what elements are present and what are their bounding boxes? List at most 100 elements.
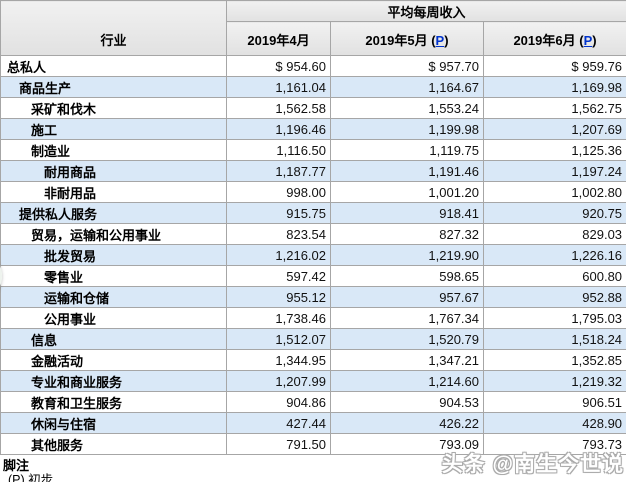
cell-value: 957.67 [330, 286, 484, 308]
table-row: 休闲与住宿 427.44 426.22 428.90 [0, 412, 626, 434]
cell-value: 1,197.24 [482, 160, 626, 182]
cell-value: 597.42 [226, 265, 331, 287]
cell-value: 428.90 [482, 412, 626, 434]
table-row: 贸易，运输和公用事业 823.54 827.32 829.03 [0, 223, 626, 245]
row-label: 信息 [0, 328, 227, 350]
footnote-title: 脚注 [3, 458, 30, 473]
row-label: 休闲与住宿 [0, 412, 227, 434]
cell-value: 1,187.77 [226, 160, 331, 182]
cell-value: 793.73 [482, 433, 626, 455]
table-row: 零售业 597.42 598.65 600.80 [0, 265, 626, 287]
table-row: 制造业 1,116.50 1,119.75 1,125.36 [0, 139, 626, 161]
table-row: 其他服务 791.50 793.09 793.73 [0, 433, 626, 455]
table-row: 运输和仓储 955.12 957.67 952.88 [0, 286, 626, 308]
row-label: 制造业 [0, 139, 227, 161]
table-row: 耐用商品 1,187.77 1,191.46 1,197.24 [0, 160, 626, 182]
cell-value: 427.44 [226, 412, 331, 434]
preliminary-flag-link[interactable]: P [583, 33, 593, 48]
cell-value: 1,518.24 [482, 328, 626, 350]
cell-value: 1,738.46 [226, 307, 331, 329]
row-label: 批发贸易 [0, 244, 227, 266]
table-row: 施工 1,196.46 1,199.98 1,207.69 [0, 118, 626, 140]
industry-column-header: 行业 [0, 0, 227, 56]
month-label: 2019年6月 [513, 33, 576, 48]
cell-value: $ 954.60 [226, 55, 331, 77]
row-label: 公用事业 [0, 307, 227, 329]
table-row: 教育和卫生服务 904.86 904.53 906.51 [0, 391, 626, 413]
row-label: 专业和商业服务 [0, 370, 227, 392]
cell-value: 1,199.98 [330, 118, 484, 140]
row-label: 其他服务 [0, 433, 227, 455]
cell-value: 1,196.46 [226, 118, 331, 140]
preliminary-flag-link[interactable]: P [435, 33, 445, 48]
table-title-label: 平均每周收入 [387, 4, 466, 20]
paren-open: ( [431, 33, 436, 48]
paren-close: ) [444, 33, 449, 48]
cell-value: 904.53 [330, 391, 484, 413]
row-label: 金融活动 [0, 349, 227, 371]
table-row: 金融活动 1,344.95 1,347.21 1,352.85 [0, 349, 626, 371]
cell-value: $ 957.70 [330, 55, 484, 77]
cell-value: 1,219.32 [482, 370, 626, 392]
cell-value: 915.75 [226, 202, 331, 224]
table-row: 非耐用品 998.00 1,001.20 1,002.80 [0, 181, 626, 203]
row-label: 教育和卫生服务 [0, 391, 227, 413]
table-row: 专业和商业服务 1,207.99 1,214.60 1,219.32 [0, 370, 626, 392]
table-row: 总私人 $ 954.60 $ 957.70 $ 959.76 [0, 55, 626, 77]
row-label: 零售业 [0, 265, 227, 287]
cell-value: 1,161.04 [226, 76, 331, 98]
paren-open: ( [579, 33, 584, 48]
column-header-month-1: 2019年4月 [226, 21, 331, 56]
cell-value: 1,347.21 [330, 349, 484, 371]
month-label: 2019年5月 [365, 33, 428, 48]
cell-value: 1,352.85 [482, 349, 626, 371]
row-label: 商品生产 [0, 76, 227, 98]
table-row: 公用事业 1,738.46 1,767.34 1,795.03 [0, 307, 626, 329]
cell-value: 904.86 [226, 391, 331, 413]
cell-value: 998.00 [226, 181, 331, 203]
cell-value: 1,512.07 [226, 328, 331, 350]
table-row: 商品生产 1,161.04 1,164.67 1,169.98 [0, 76, 626, 98]
row-label: 运输和仓储 [0, 286, 227, 308]
cell-value: 1,795.03 [482, 307, 626, 329]
row-label: 非耐用品 [0, 181, 227, 203]
cell-value: 793.09 [330, 433, 484, 455]
cell-value: 1,001.20 [330, 181, 484, 203]
row-label: 施工 [0, 118, 227, 140]
cell-value: 918.41 [330, 202, 484, 224]
row-label: 耐用商品 [0, 160, 227, 182]
row-label: 贸易，运输和公用事业 [0, 223, 227, 245]
cell-value: 1,767.34 [330, 307, 484, 329]
cell-value: 955.12 [226, 286, 331, 308]
cell-value: 598.65 [330, 265, 484, 287]
row-label: 提供私人服务 [0, 202, 227, 224]
cell-value: 952.88 [482, 286, 626, 308]
table-row: 提供私人服务 915.75 918.41 920.75 [0, 202, 626, 224]
cell-value: 426.22 [330, 412, 484, 434]
cell-value: 1,125.36 [482, 139, 626, 161]
column-header-month-2: 2019年5月 (P) [330, 21, 484, 56]
footnote-preliminary-note: (P) 初步 [8, 473, 54, 482]
cell-value: 1,207.69 [482, 118, 626, 140]
cell-value: 1,553.24 [330, 97, 484, 119]
cell-value: 829.03 [482, 223, 626, 245]
average-weekly-income-table: 行业 平均每周收入 2019年4月 2019年5月 (P) 2019年6月 (P) … [0, 0, 626, 455]
cell-value: 1,207.99 [226, 370, 331, 392]
cell-value: 1,219.90 [330, 244, 484, 266]
cell-value: 600.80 [482, 265, 626, 287]
cell-value: 1,119.75 [330, 139, 484, 161]
cell-value: 1,562.75 [482, 97, 626, 119]
cell-value: 827.32 [330, 223, 484, 245]
cell-value: 1,344.95 [226, 349, 331, 371]
cell-value: 1,520.79 [330, 328, 484, 350]
cell-value: 1,216.02 [226, 244, 331, 266]
cell-value: 1,214.60 [330, 370, 484, 392]
cell-value: 1,226.16 [482, 244, 626, 266]
cell-value: 1,169.98 [482, 76, 626, 98]
row-label: 总私人 [0, 55, 227, 77]
table-title: 平均每周收入 [225, 0, 626, 22]
cell-value: 1,562.58 [226, 97, 331, 119]
cell-value: $ 959.76 [482, 55, 626, 77]
industry-header-label: 行业 [100, 33, 127, 48]
cell-value: 791.50 [226, 433, 331, 455]
